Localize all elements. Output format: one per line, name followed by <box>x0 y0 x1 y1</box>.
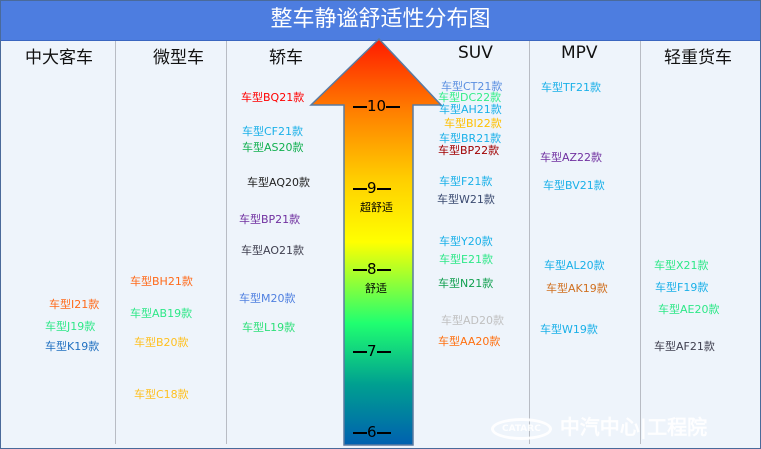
page-title: 整车静谧舒适性分布图 <box>1 1 760 41</box>
model-label-sedan: 车型L19款 <box>242 321 296 334</box>
model-label-sedan: 车型AO21款 <box>241 244 304 257</box>
model-label-suv: 车型AA20款 <box>438 335 501 348</box>
model-label-suv: 车型BP22款 <box>438 144 500 157</box>
column-header-bus: 中大客车 <box>25 48 93 68</box>
watermark: CATARC 中汽中心|工程院 <box>491 411 707 440</box>
catarc-logo: CATARC <box>491 417 552 440</box>
model-label-mpv: 车型W19款 <box>540 323 598 336</box>
model-label-truck: 车型AE20款 <box>658 303 720 316</box>
tick-9: 9 <box>353 180 391 196</box>
model-label-suv: 车型AH21款 <box>439 103 502 116</box>
model-label-micro: 车型BH21款 <box>130 275 193 288</box>
model-label-sedan: 车型CF21款 <box>242 125 304 138</box>
model-label-micro: 车型C18款 <box>134 388 189 401</box>
model-label-mpv: 车型AZ22款 <box>540 151 603 164</box>
model-label-truck: 车型F19款 <box>655 281 709 294</box>
column-header-mpv: MPV <box>561 43 598 63</box>
model-label-suv: 车型F21款 <box>439 175 493 188</box>
model-label-suv: 车型N21款 <box>438 277 494 290</box>
model-label-suv: 车型BR21款 <box>439 132 502 145</box>
column-divider <box>640 41 641 444</box>
column-divider <box>115 41 116 444</box>
model-label-bus: 车型K19款 <box>45 340 100 353</box>
model-label-suv: 车型CT21款 <box>441 80 503 93</box>
model-label-truck: 车型X21款 <box>654 259 709 272</box>
model-label-suv: 车型DC22款 <box>438 91 502 104</box>
model-label-micro: 车型AB19款 <box>130 307 193 320</box>
column-header-truck: 轻重货车 <box>664 48 732 68</box>
model-label-mpv: 车型TF21款 <box>541 81 602 94</box>
model-label-sedan: 车型AS20款 <box>242 141 304 154</box>
model-label-truck: 车型AF21款 <box>654 340 715 353</box>
model-label-mpv: 车型AL20款 <box>544 259 605 272</box>
model-label-suv: 车型AD20款 <box>441 314 504 327</box>
column-header-micro: 微型车 <box>153 48 204 68</box>
model-label-sedan: 车型M20款 <box>239 292 296 305</box>
model-label-micro: 车型B20款 <box>134 336 189 349</box>
model-label-bus: 车型J19款 <box>45 320 96 333</box>
model-label-suv: 车型W21款 <box>437 193 495 206</box>
column-header-suv: SUV <box>458 43 493 63</box>
zone-super-comfort: 超舒适 <box>360 201 393 214</box>
column-divider <box>529 41 530 444</box>
model-label-suv: 车型BI22款 <box>444 117 502 130</box>
tick-8: 8 <box>353 261 391 277</box>
tick-6: 6 <box>353 424 391 440</box>
model-label-sedan: 车型BP21款 <box>239 213 301 226</box>
zone-comfort: 舒适 <box>365 282 387 295</box>
model-label-bus: 车型I21款 <box>49 298 100 311</box>
model-label-suv: 车型E21款 <box>439 253 493 266</box>
column-header-sedan: 轿车 <box>269 48 303 68</box>
model-label-sedan: 车型BQ21款 <box>241 91 305 104</box>
column-divider <box>226 41 227 444</box>
tick-7: 7 <box>353 343 391 359</box>
model-label-mpv: 车型BV21款 <box>543 179 605 192</box>
model-label-suv: 车型Y20款 <box>439 235 493 248</box>
tick-10: 10 <box>353 98 401 114</box>
model-label-mpv: 车型AK19款 <box>546 282 608 295</box>
model-label-sedan: 车型AQ20款 <box>247 176 310 189</box>
